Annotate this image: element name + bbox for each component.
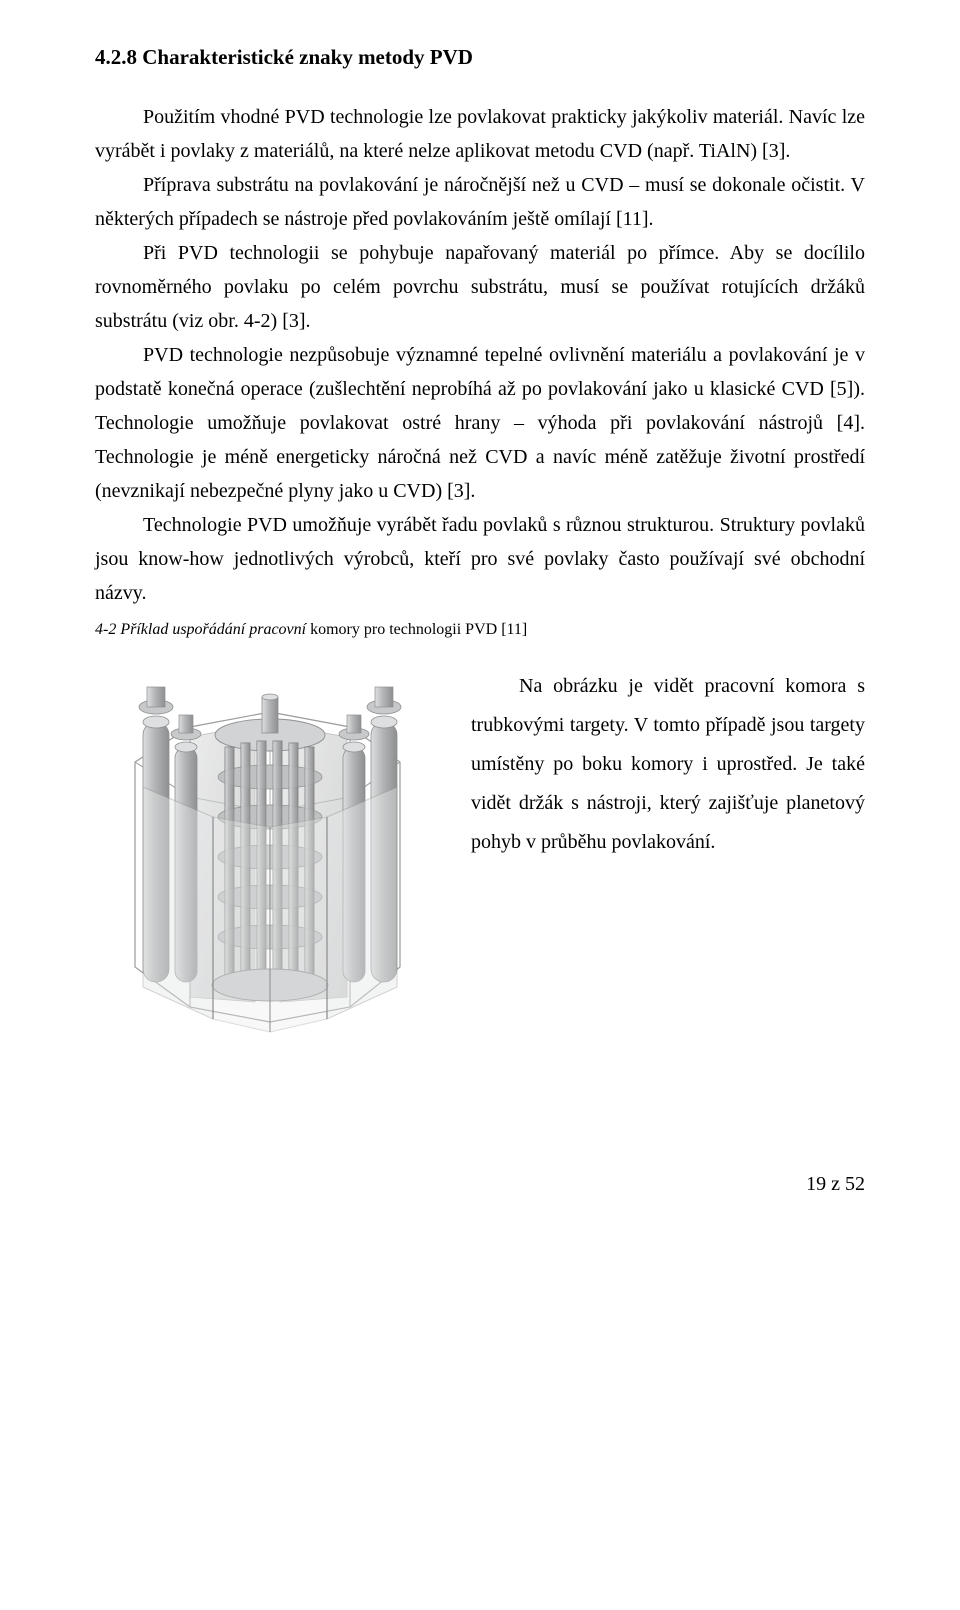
figure-caption: 4-2 Příklad uspořádání pracovní komory p… bbox=[95, 616, 865, 643]
paragraph-1: Použitím vhodné PVD technologie lze povl… bbox=[95, 100, 865, 168]
paragraph-3: Při PVD technologii se pohybuje napařova… bbox=[95, 236, 865, 338]
figure-side-paragraph: Na obrázku je vidět pracovní komora s tr… bbox=[471, 667, 865, 862]
caption-suffix: komory pro technologii PVD [11] bbox=[310, 621, 527, 638]
paragraph-5: Technologie PVD umožňuje vyrábět řadu po… bbox=[95, 508, 865, 610]
pvd-chamber-figure bbox=[95, 667, 435, 1057]
paragraph-4: PVD technologie nezpůsobuje významné tep… bbox=[95, 338, 865, 508]
paragraph-2: Příprava substrátu na povlakování je nár… bbox=[95, 168, 865, 236]
page-number: 19 z 52 bbox=[95, 1167, 865, 1201]
figure-row: Na obrázku je vidět pracovní komora s tr… bbox=[95, 667, 865, 1057]
caption-prefix: 4-2 Příklad uspořádání pracovní bbox=[95, 621, 310, 638]
section-heading: 4.2.8 Charakteristické znaky metody PVD bbox=[95, 40, 865, 76]
